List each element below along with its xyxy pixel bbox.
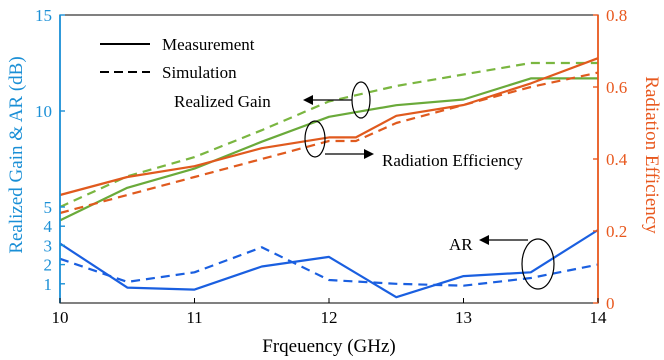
left-y-tick-label: 10 <box>35 102 52 121</box>
left-y-tick-label: 3 <box>44 236 53 255</box>
right-y-axis-title: Radiation Efficiency <box>641 76 662 234</box>
right-y-tick-label: 0 <box>606 294 615 313</box>
series-line-gain_sim <box>59 61 598 209</box>
annotation-gain-ellipse <box>351 81 371 119</box>
x-tick-label: 10 <box>52 308 69 327</box>
annotation-gain: Realized Gain <box>174 81 371 119</box>
x-tick-label: 12 <box>321 308 338 327</box>
annotation-ar-label: AR <box>449 235 473 254</box>
annotation-ar: AR <box>449 235 555 290</box>
left-y-tick-label: 4 <box>44 217 53 236</box>
x-axis-title: Frqeuency (GHz) <box>262 336 395 357</box>
legend-label-simulation: Simulation <box>162 63 237 82</box>
right-y-tick-label: 0.4 <box>606 150 628 169</box>
legend-label-measurement: Measurement <box>162 35 255 54</box>
annotation-ar-ellipse <box>521 238 555 290</box>
series-line-ar_meas <box>59 229 599 299</box>
annotation-efficiency: Radiation Efficiency <box>304 120 523 170</box>
left-y-axis-title: Realized Gain & AR (dB) <box>6 56 27 253</box>
annotation-efficiency-label: Radiation Efficiency <box>382 151 523 170</box>
legend: Measurement Simulation <box>100 35 255 82</box>
annotation-gain-arrowhead <box>303 95 313 105</box>
annotation-gain-label: Realized Gain <box>174 92 271 111</box>
left-y-tick-label: 5 <box>44 198 53 217</box>
annotation-efficiency-arrowhead <box>364 149 374 159</box>
series-line-ar_sim <box>59 246 599 287</box>
left-y-tick-label: 15 <box>35 6 52 25</box>
x-ticks: 10 11 12 13 14 <box>52 298 608 327</box>
left-y-tick-label: 1 <box>44 275 53 294</box>
series-line-eff_sim <box>59 71 599 215</box>
annotation-ar-arrowhead <box>479 235 489 245</box>
right-y-tick-label: 0.6 <box>606 78 627 97</box>
right-y-tick-label: 0.2 <box>606 222 627 241</box>
annotation-efficiency-ellipse <box>304 120 326 158</box>
right-y-ticks: 0 0.2 0.4 0.6 0.8 <box>593 6 628 313</box>
series-line-gain_meas <box>59 77 598 222</box>
x-tick-label: 13 <box>455 308 472 327</box>
plot-lines <box>59 57 599 299</box>
left-y-tick-label: 2 <box>44 256 53 275</box>
x-tick-label: 14 <box>590 308 608 327</box>
series-line-eff_meas <box>59 57 599 197</box>
x-tick-label: 11 <box>186 308 202 327</box>
right-y-tick-label: 0.8 <box>606 6 627 25</box>
